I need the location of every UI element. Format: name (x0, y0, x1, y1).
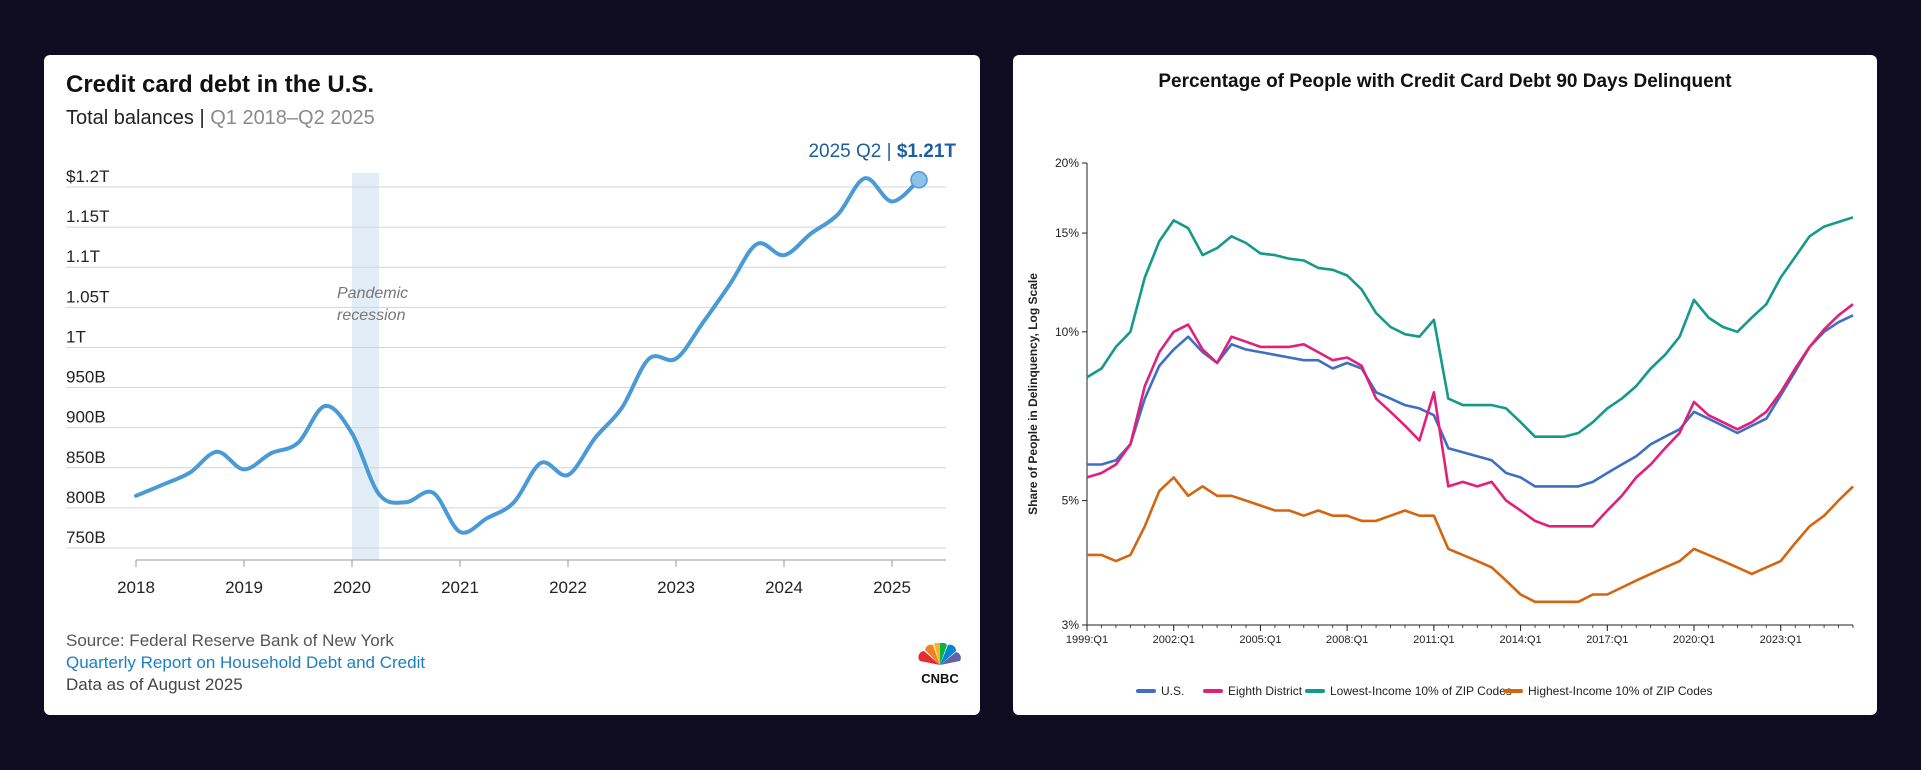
y-tick-label: 1.05T (66, 287, 109, 306)
data-note: Data as of August 2025 (66, 675, 243, 694)
x-tick-label: 2024 (765, 578, 803, 597)
x-tick-label: 2017:Q1 (1586, 634, 1628, 646)
y-tick-label: 5% (1062, 494, 1080, 508)
subtitle-separator: | (199, 107, 205, 129)
y-tick-label: 1.1T (66, 247, 100, 266)
end-point-marker (910, 171, 928, 189)
y-tick-label: 800B (66, 488, 106, 507)
right-chart-plot: 20% 15% 10% 5% 3% Share of People in Delinque… (1026, 156, 1854, 698)
x-tick-label: 2020:Q1 (1673, 634, 1715, 646)
left-chart-panel: Credit card debt in the U.S. Total balan… (44, 55, 980, 715)
y-tick-label: 750B (66, 528, 106, 547)
x-tick-label: 2002:Q1 (1153, 634, 1195, 646)
series-line-lowest (1086, 216, 1854, 438)
recession-label-line1: Pandemic (337, 285, 408, 302)
left-chart-plot: Pandemic recession $1.2T 1.15T 1.1T 1.05T 1T 95… (66, 141, 956, 597)
x-tick-label: 2022 (549, 578, 587, 597)
report-link[interactable]: Quarterly Report on Household Debt and C… (66, 653, 426, 672)
y-tick-label: 950B (66, 368, 106, 387)
legend-label-lowest: Lowest-Income 10% of ZIP Codes (1330, 684, 1512, 698)
series-line-eighth (1086, 303, 1854, 528)
legend-label-eighth: Eighth District (1228, 684, 1303, 698)
series-line-us (1087, 314, 1854, 488)
cnbc-logo-text: CNBC (921, 671, 959, 685)
y-tick-label: 15% (1055, 226, 1079, 240)
y-tick-label: 1.15T (66, 207, 109, 226)
right-chart-title: Percentage of People with Credit Card De… (1158, 71, 1732, 92)
x-tick-label: 2011:Q1 (1413, 634, 1454, 646)
x-tick-label: 2019 (225, 578, 263, 597)
x-tick-label: 2021 (441, 578, 479, 597)
x-tick-label: 1999:Q1 (1066, 634, 1108, 646)
end-annotation-sep: | (887, 141, 897, 162)
x-tick-label: 2018 (117, 578, 155, 597)
y-tick-label: 20% (1055, 156, 1079, 170)
y-axis-label: Share of People in Delinquency, Log Scal… (1026, 273, 1040, 515)
x-tick-label: 2023:Q1 (1760, 634, 1802, 646)
debt-series-line (134, 176, 921, 535)
left-chart-title: Credit card debt in the U.S. (66, 71, 375, 98)
source-line: Source: Federal Reserve Bank of New York (66, 631, 394, 650)
y-tick-label: 3% (1062, 618, 1080, 632)
recession-label-line2: recession (337, 307, 406, 324)
cnbc-logo: CNBC (918, 643, 961, 685)
subtitle-main: Total balances (66, 107, 194, 129)
right-chart-panel: Percentage of People with Credit Card De… (1013, 55, 1877, 715)
x-tick-label: 2020 (333, 578, 371, 597)
y-tick-label: 10% (1055, 325, 1079, 339)
x-tick-label: 2008:Q1 (1326, 634, 1368, 646)
y-tick-label: $1.2T (66, 167, 109, 186)
x-tick-label: 2005:Q1 (1239, 634, 1281, 646)
series-line-highest (1087, 476, 1854, 604)
legend-label-highest: Highest-Income 10% of ZIP Codes (1528, 684, 1713, 698)
recession-band (352, 173, 379, 560)
subtitle-range: Q1 2018–Q2 2025 (210, 107, 375, 129)
legend-label-us: U.S. (1161, 684, 1184, 698)
x-tick-label: 2023 (657, 578, 695, 597)
end-annotation-label: 2025 Q2 (808, 141, 886, 162)
end-annotation-value: $1.21T (897, 141, 957, 162)
x-tick-label: 2025 (873, 578, 911, 597)
y-tick-label: 900B (66, 408, 106, 427)
left-chart-subtitle: Total balances | Q1 2018–Q2 2025 (66, 107, 375, 130)
end-annotation: 2025 Q2 | $1.21T (808, 141, 956, 162)
x-tick-label: 2014:Q1 (1499, 634, 1541, 646)
y-tick-label: 850B (66, 448, 106, 467)
y-tick-label: 1T (66, 327, 86, 346)
